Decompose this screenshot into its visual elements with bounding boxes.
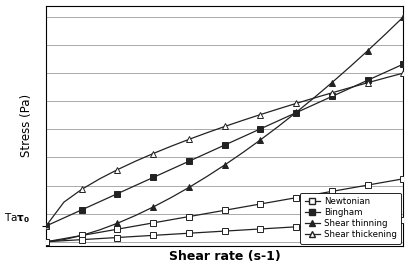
Shear thinning bbox=[204, 175, 209, 178]
Bingham bbox=[187, 160, 191, 163]
Line: Bingham: Bingham bbox=[43, 61, 407, 229]
X-axis label: Shear rate (s-1): Shear rate (s-1) bbox=[169, 250, 281, 263]
Shear thinning bbox=[187, 186, 191, 189]
Newtonian bbox=[133, 224, 138, 228]
Shear thickening bbox=[294, 102, 299, 105]
Shear thickening bbox=[276, 107, 281, 111]
Newtonian bbox=[330, 190, 335, 193]
Line: Shear thinning: Shear thinning bbox=[43, 14, 407, 245]
Shear thickening bbox=[133, 160, 138, 163]
Newtonian bbox=[383, 180, 388, 183]
Shear thinning bbox=[330, 81, 335, 84]
Shear thinning bbox=[365, 49, 370, 52]
Bingham bbox=[330, 95, 335, 98]
Newtonian bbox=[401, 177, 406, 180]
Shear thickening bbox=[187, 138, 191, 141]
Shear thickening bbox=[258, 113, 263, 116]
Shear thinning bbox=[383, 32, 388, 36]
Shear thinning bbox=[240, 151, 245, 154]
Legend: Newtonian, Bingham, Shear thinning, Shear thickening: Newtonian, Bingham, Shear thinning, Shea… bbox=[301, 193, 401, 244]
Shear thinning bbox=[133, 214, 138, 217]
Shear thinning bbox=[151, 205, 156, 208]
Shear thinning bbox=[169, 196, 173, 199]
Shear thinning bbox=[276, 125, 281, 128]
Shear thickening bbox=[365, 81, 370, 84]
Line: Shear thickening: Shear thickening bbox=[43, 70, 407, 229]
Newtonian bbox=[115, 228, 120, 231]
Shear thickening bbox=[401, 72, 406, 75]
Shear thinning bbox=[97, 228, 102, 232]
Newtonian bbox=[258, 202, 263, 206]
Bingham bbox=[312, 103, 317, 106]
Text: Ta$\mathbf{\tau_0}$: Ta$\mathbf{\tau_0}$ bbox=[4, 211, 30, 225]
Newtonian bbox=[240, 206, 245, 209]
Shear thinning bbox=[43, 240, 48, 243]
Newtonian bbox=[347, 187, 352, 190]
Bingham bbox=[222, 143, 227, 147]
Newtonian bbox=[204, 212, 209, 215]
Bingham bbox=[79, 208, 84, 211]
Bingham bbox=[61, 216, 66, 220]
Shear thickening bbox=[151, 152, 156, 155]
Newtonian bbox=[61, 237, 66, 240]
Newtonian bbox=[97, 231, 102, 234]
Shear thinning bbox=[312, 96, 317, 99]
Bingham bbox=[204, 151, 209, 155]
Shear thinning bbox=[222, 163, 227, 167]
Shear thinning bbox=[115, 222, 120, 225]
Bingham bbox=[151, 176, 156, 179]
Shear thinning bbox=[79, 234, 84, 237]
Bingham bbox=[133, 184, 138, 187]
Shear thickening bbox=[61, 200, 66, 204]
Bingham bbox=[401, 62, 406, 66]
Shear thickening bbox=[312, 96, 317, 100]
Newtonian bbox=[276, 199, 281, 203]
Newtonian bbox=[187, 215, 191, 218]
Newtonian bbox=[151, 221, 156, 225]
Shear thickening bbox=[79, 188, 84, 191]
Line: Newtonian: Newtonian bbox=[43, 176, 407, 245]
Bingham bbox=[365, 79, 370, 82]
Shear thinning bbox=[347, 65, 352, 69]
Bingham bbox=[383, 70, 388, 74]
Bingham bbox=[240, 135, 245, 139]
Shear thickening bbox=[383, 76, 388, 79]
Bingham bbox=[294, 111, 299, 114]
Bingham bbox=[115, 192, 120, 195]
Bingham bbox=[347, 87, 352, 90]
Newtonian bbox=[365, 183, 370, 187]
Newtonian bbox=[294, 196, 299, 199]
Shear thickening bbox=[330, 91, 335, 94]
Shear thinning bbox=[258, 138, 263, 141]
Shear thinning bbox=[61, 238, 66, 241]
Bingham bbox=[258, 127, 263, 130]
Newtonian bbox=[79, 234, 84, 237]
Shear thickening bbox=[204, 131, 209, 134]
Newtonian bbox=[312, 193, 317, 196]
Shear thickening bbox=[97, 177, 102, 180]
Shear thickening bbox=[347, 86, 352, 89]
Newtonian bbox=[169, 218, 173, 221]
Y-axis label: Stress (Pa): Stress (Pa) bbox=[20, 94, 33, 157]
Bingham bbox=[97, 200, 102, 203]
Bingham bbox=[169, 168, 173, 171]
Newtonian bbox=[43, 240, 48, 243]
Shear thickening bbox=[43, 224, 48, 228]
Shear thickening bbox=[115, 168, 120, 171]
Newtonian bbox=[222, 209, 227, 212]
Shear thinning bbox=[401, 15, 406, 18]
Shear thickening bbox=[169, 145, 173, 148]
Shear thinning bbox=[294, 111, 299, 114]
Shear thickening bbox=[240, 119, 245, 122]
Shear thickening bbox=[222, 125, 227, 128]
Bingham bbox=[276, 119, 281, 122]
Bingham bbox=[43, 224, 48, 228]
